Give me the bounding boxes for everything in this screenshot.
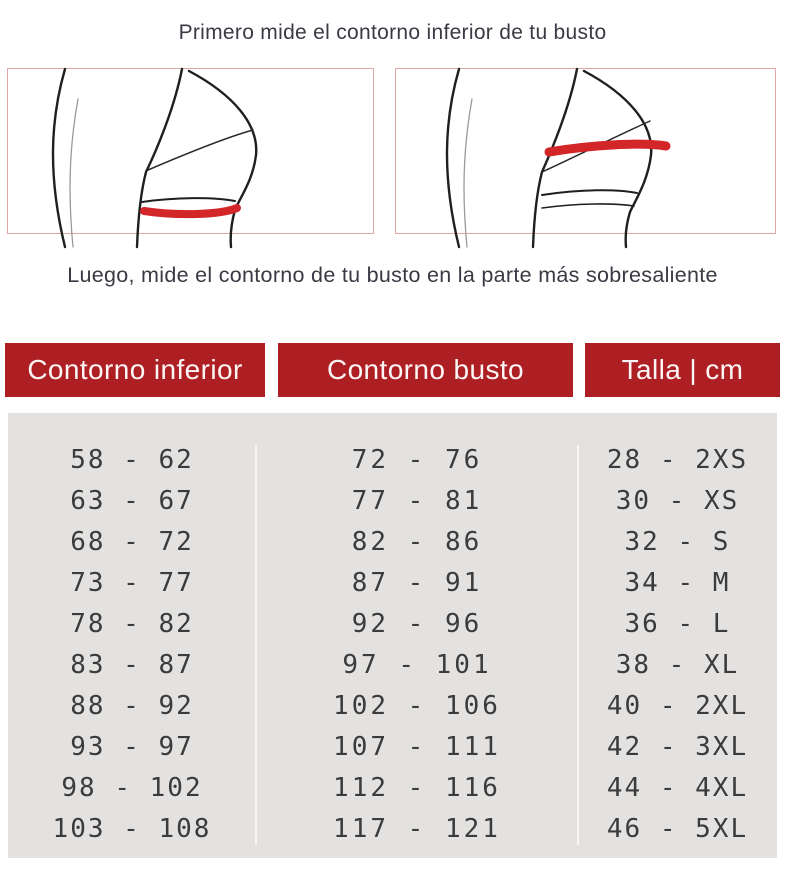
size-table-body: 58 - 62 72 - 76 28 - 2XS 63 - 67 77 - 81… bbox=[8, 413, 777, 858]
bust-range-cell: 92 - 96 bbox=[351, 608, 483, 639]
size-cell: 40 - 2XL bbox=[606, 690, 749, 721]
underbust-range-cell: 103 - 108 bbox=[52, 813, 212, 844]
measure-band-bust bbox=[544, 139, 671, 157]
size-cell: 38 - XL bbox=[615, 649, 740, 680]
column-divider-2 bbox=[577, 445, 579, 845]
bust-range-cell: 77 - 81 bbox=[351, 485, 483, 516]
underbust-range-cell: 88 - 92 bbox=[70, 690, 194, 721]
bust-range-cell: 82 - 86 bbox=[351, 526, 483, 557]
underbust-range-cell: 93 - 97 bbox=[70, 731, 194, 762]
bust-range-cell: 97 - 101 bbox=[342, 649, 492, 680]
size-cell: 32 - S bbox=[624, 526, 731, 557]
underbust-range-cell: 68 - 72 bbox=[70, 526, 194, 557]
underbust-range-cell: 98 - 102 bbox=[61, 772, 203, 803]
torso-underbust-illustration bbox=[51, 67, 258, 249]
bust-range-cell: 117 - 121 bbox=[333, 813, 501, 844]
underbust-range-cell: 63 - 67 bbox=[70, 485, 194, 516]
underbust-range-cell: 78 - 82 bbox=[70, 608, 194, 639]
size-cell: 30 - XS bbox=[615, 485, 740, 516]
size-cell: 46 - 5XL bbox=[606, 813, 749, 844]
bust-figure-box bbox=[395, 67, 776, 249]
underbust-figure-box bbox=[7, 67, 374, 249]
size-cell: 34 - M bbox=[624, 567, 731, 598]
size-cell: 44 - 4XL bbox=[606, 772, 749, 803]
torso-bust-illustration bbox=[445, 67, 671, 249]
header-contorno-busto: Contorno busto bbox=[278, 343, 573, 397]
instruction-top-text: Primero mide el contorno inferior de tu … bbox=[178, 21, 607, 44]
bust-range-cell: 112 - 116 bbox=[333, 772, 501, 803]
bust-range-cell: 102 - 106 bbox=[333, 690, 501, 721]
underbust-range-cell: 58 - 62 bbox=[70, 444, 194, 475]
bust-range-cell: 107 - 111 bbox=[333, 731, 501, 762]
bust-range-cell: 72 - 76 bbox=[351, 444, 483, 475]
header-talla-cm: Talla | cm bbox=[585, 343, 780, 397]
underbust-range-cell: 83 - 87 bbox=[70, 649, 194, 680]
instruction-bottom-text: Luego, mide el contorno de tu busto en l… bbox=[67, 263, 718, 287]
measure-band-underbust bbox=[140, 204, 241, 219]
bust-range-cell: 87 - 91 bbox=[351, 567, 483, 598]
size-cell: 42 - 3XL bbox=[606, 731, 749, 762]
size-cell: 36 - L bbox=[624, 608, 731, 639]
underbust-range-cell: 73 - 77 bbox=[70, 567, 194, 598]
column-divider-1 bbox=[255, 445, 257, 845]
size-cell: 28 - 2XS bbox=[606, 444, 749, 475]
header-contorno-inferior: Contorno inferior bbox=[5, 343, 265, 397]
